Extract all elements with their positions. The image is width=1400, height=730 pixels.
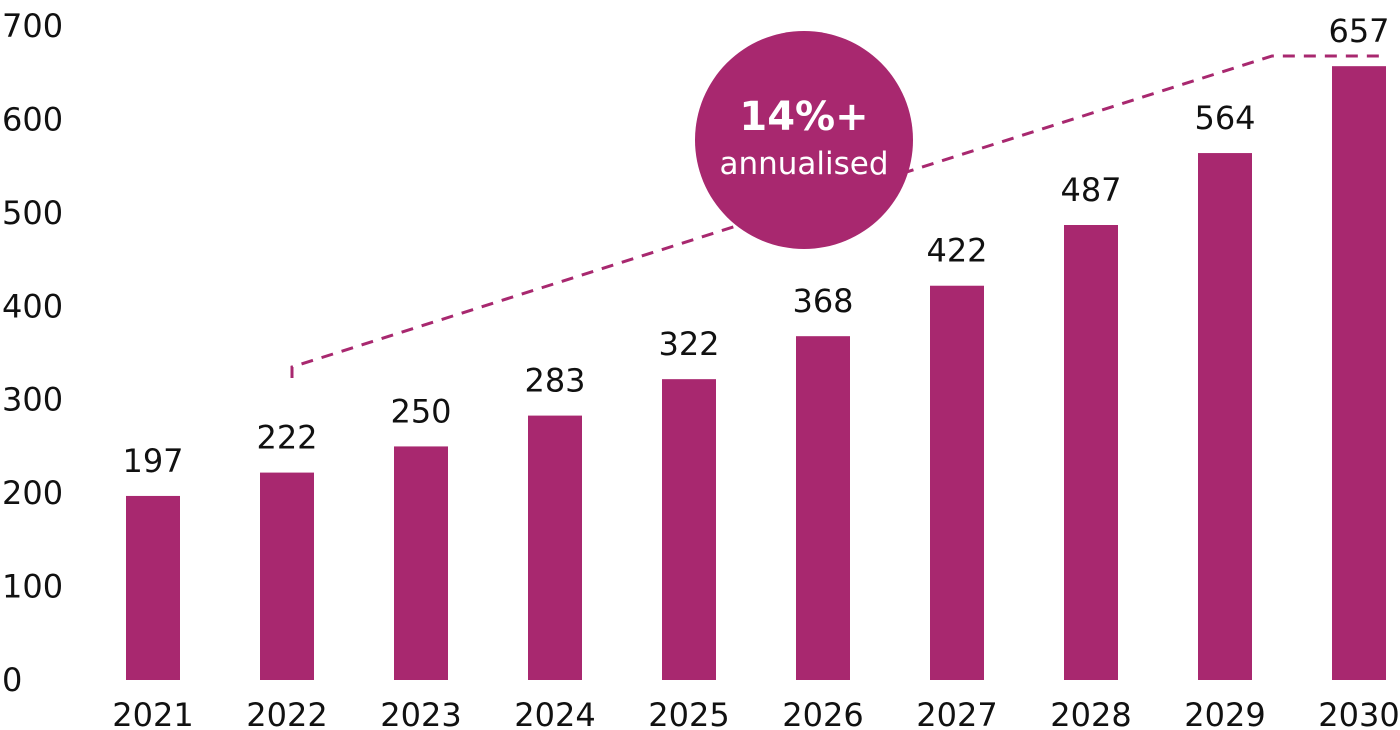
y-tick-label: 300 — [2, 381, 63, 419]
x-tick-label: 2021 — [112, 696, 193, 730]
x-tick-label: 2022 — [246, 696, 327, 730]
growth-badge-subtext: annualised — [719, 146, 888, 182]
data-label: 657 — [1328, 12, 1389, 50]
y-tick-label: 100 — [2, 568, 63, 606]
y-tick-label: 700 — [2, 7, 63, 45]
growth-badge — [695, 31, 913, 249]
data-label: 487 — [1060, 171, 1121, 209]
bar-2027 — [930, 285, 984, 680]
bar-2021 — [126, 495, 180, 680]
x-tick-label: 2030 — [1318, 696, 1399, 730]
x-tick-label: 2025 — [648, 696, 729, 730]
y-tick-label: 400 — [2, 287, 63, 325]
y-tick-label: 0 — [2, 661, 22, 699]
data-label: 197 — [122, 442, 183, 480]
data-label: 222 — [256, 419, 317, 457]
y-tick-label: 200 — [2, 474, 63, 512]
y-tick-label: 500 — [2, 194, 63, 232]
y-tick-label: 600 — [2, 100, 63, 138]
x-axis: 2021 2022 2023 2024 2025 2026 2027 2028 2029 2030 — [112, 696, 1399, 730]
x-tick-label: 2024 — [514, 696, 595, 730]
data-label: 250 — [390, 392, 451, 430]
bar-2026 — [796, 336, 850, 680]
data-labels: 197 222 250 283 322 368 422 487 564 657 — [122, 12, 1389, 480]
bar-2022 — [260, 472, 314, 680]
x-tick-label: 2029 — [1184, 696, 1265, 730]
bar-2023 — [394, 446, 448, 680]
data-label: 564 — [1194, 99, 1255, 137]
data-label: 322 — [658, 325, 719, 363]
bar-2025 — [662, 379, 716, 680]
data-label: 368 — [792, 282, 853, 320]
bar-2024 — [528, 415, 582, 680]
bars — [126, 66, 1386, 680]
growth-badge-headline: 14%+ — [739, 94, 868, 140]
x-tick-label: 2026 — [782, 696, 863, 730]
growth-annotation: 14%+ annualised — [290, 31, 1386, 378]
data-label: 283 — [524, 362, 585, 400]
y-axis: 0 100 200 300 400 500 600 700 — [2, 7, 63, 699]
x-tick-label: 2027 — [916, 696, 997, 730]
bar-2029 — [1198, 153, 1252, 680]
bar-2030 — [1332, 66, 1386, 680]
bar-2028 — [1064, 225, 1118, 680]
x-tick-label: 2023 — [380, 696, 461, 730]
data-label: 422 — [926, 232, 987, 270]
x-tick-label: 2028 — [1050, 696, 1131, 730]
